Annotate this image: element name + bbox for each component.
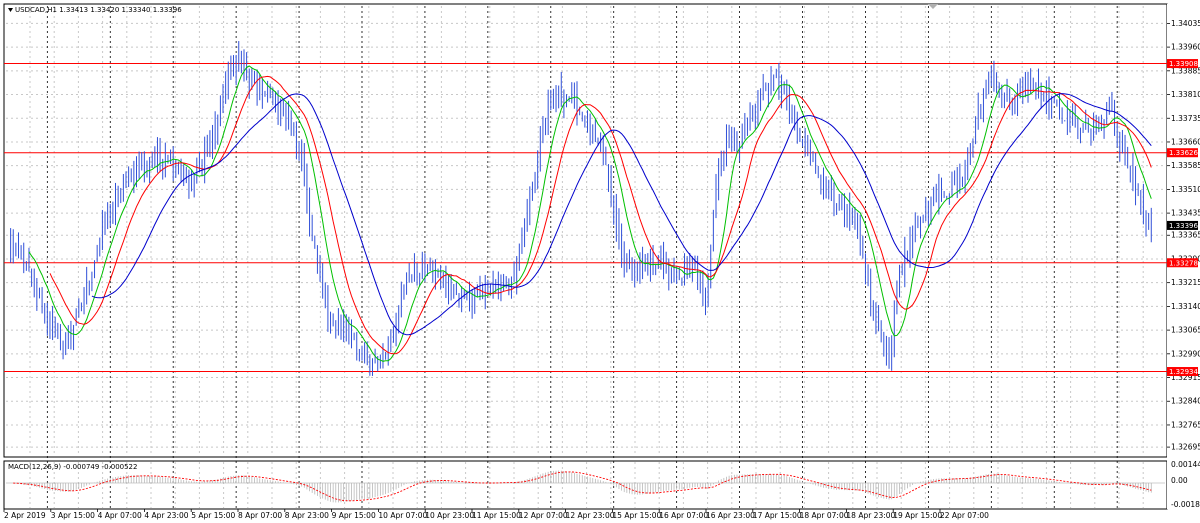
y-tick-label: 1.33435 bbox=[1171, 209, 1200, 218]
x-tick-label: 4 Apr 23:00 bbox=[144, 511, 188, 520]
x-tick-label: 12 Apr 07:00 bbox=[519, 511, 568, 520]
x-axis: 2 Apr 2019 3 Apr 15:00 4 Apr 07:00 4 Apr 23… bbox=[3, 509, 989, 520]
y-tick-label: 1.32695 bbox=[1171, 443, 1200, 452]
level-tag-label: 1.33908 bbox=[1169, 60, 1198, 68]
y-tick-label: 1.33660 bbox=[1171, 137, 1200, 146]
x-tick-label: 5 Apr 15:00 bbox=[191, 511, 235, 520]
y-tick-label: 1.33735 bbox=[1171, 114, 1200, 123]
x-tick-label: 17 Apr 15:00 bbox=[753, 511, 802, 520]
scroll-marker-icon[interactable] bbox=[928, 4, 938, 9]
main-chart-frame bbox=[3, 3, 1168, 458]
level-tag-label: 1.32934 bbox=[1169, 368, 1198, 376]
level-tag-label: 1.33626 bbox=[1169, 149, 1198, 157]
current-price-label: 1.33396 bbox=[1169, 222, 1198, 230]
x-tick-label: 4 Apr 07:00 bbox=[98, 511, 142, 520]
symbol-arrow-icon bbox=[8, 8, 13, 12]
right-axis-area bbox=[1167, 4, 1199, 509]
symbol-info: USDCAD,H1 1.33413 1.33420 1.33340 1.3339… bbox=[15, 6, 182, 14]
y-tick-label: 1.33365 bbox=[1171, 231, 1200, 240]
x-tick-label: 22 Apr 07:00 bbox=[940, 511, 989, 520]
level-tag-label: 1.33278 bbox=[1169, 259, 1198, 267]
y-tick-label: 1.33510 bbox=[1171, 185, 1200, 194]
level-tag bbox=[1167, 148, 1198, 158]
grid-layer bbox=[6, 6, 1165, 508]
macd-signal-line bbox=[13, 471, 1152, 502]
y-axis: 1.34035 1.33960 1.33885 1.33810 1.33735 1.336… bbox=[1167, 19, 1200, 452]
y-tick-label: 1.33215 bbox=[1171, 278, 1200, 287]
x-tick-label: 19 Apr 15:00 bbox=[893, 511, 942, 520]
x-tick-label: 8 Apr 07:00 bbox=[238, 511, 282, 520]
macd-label: MACD(12,26,9) -0.000749 -0.000522 bbox=[8, 463, 137, 471]
horizontal-levels bbox=[4, 63, 1167, 373]
y-tick-label: 1.32765 bbox=[1171, 420, 1200, 429]
y-tick-label: 1.33585 bbox=[1171, 161, 1200, 170]
y-tick-label: 1.33140 bbox=[1171, 302, 1200, 311]
price-tags: 1.33908 1.33626 1.33278 1.32934 1.33396 bbox=[1167, 59, 1198, 377]
x-tick-label: 18 Apr 07:00 bbox=[800, 511, 849, 520]
x-tick-label: 18 Apr 23:00 bbox=[846, 511, 895, 520]
moving-average-line bbox=[91, 93, 1152, 336]
y-tick-label: 1.32840 bbox=[1171, 397, 1200, 406]
moving-average-line bbox=[28, 65, 1152, 362]
y-tick-label: 1.33885 bbox=[1171, 66, 1200, 75]
x-tick-label: 9 Apr 15:00 bbox=[332, 511, 376, 520]
x-tick-label: 3 Apr 15:00 bbox=[51, 511, 95, 520]
y-tick-label: 1.32990 bbox=[1171, 349, 1200, 358]
level-tag bbox=[1167, 367, 1198, 377]
x-tick-label: 16 Apr 23:00 bbox=[706, 511, 755, 520]
x-tick-label: 11 Apr 15:00 bbox=[472, 511, 521, 520]
level-tag bbox=[1167, 59, 1198, 69]
macd-panel-frame bbox=[3, 460, 1168, 510]
y-tick-label: 1.33065 bbox=[1171, 326, 1200, 335]
y-tick-label: 1.33960 bbox=[1171, 43, 1200, 52]
x-tick-label: 2 Apr 2019 bbox=[4, 511, 46, 520]
x-tick-label: 10 Apr 23:00 bbox=[425, 511, 474, 520]
y-tick-label: 1.34035 bbox=[1171, 19, 1200, 28]
moving-averages bbox=[28, 65, 1152, 362]
current-price-tag bbox=[1167, 220, 1198, 230]
y-tick-label: 1.33810 bbox=[1171, 90, 1200, 99]
level-tag bbox=[1167, 258, 1198, 268]
macd-series bbox=[6, 470, 1165, 503]
y-tick-label: 1.32915 bbox=[1171, 373, 1200, 382]
moving-average-line bbox=[49, 75, 1152, 355]
x-tick-label: 8 Apr 23:00 bbox=[285, 511, 329, 520]
x-tick-label: 12 Apr 23:00 bbox=[566, 511, 615, 520]
x-tick-label: 10 Apr 07:00 bbox=[378, 511, 427, 520]
macd-axis-label-bottom: -0.001866 bbox=[1171, 500, 1200, 509]
x-tick-label: 16 Apr 07:00 bbox=[659, 511, 708, 520]
macd-axis-label-zero: 0.00 bbox=[1171, 476, 1188, 485]
x-tick-label: 15 Apr 15:00 bbox=[612, 511, 661, 520]
macd-axis-label-top: 0.00144 bbox=[1171, 460, 1200, 469]
